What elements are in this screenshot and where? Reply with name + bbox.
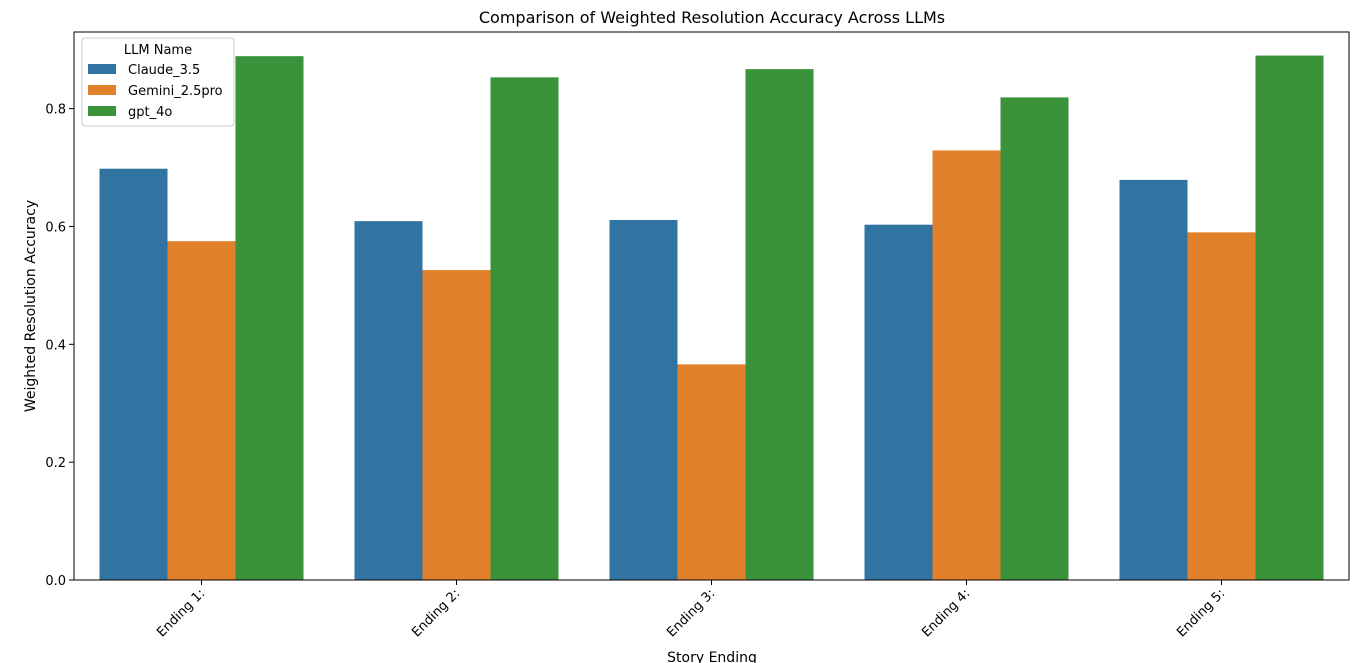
bar-Gemini_2.5pro-4 — [932, 150, 1001, 580]
x-tick-label: Ending 2: — [409, 586, 463, 640]
x-tick-label: Ending 3: — [664, 586, 718, 640]
bar-gpt_4o-1 — [235, 56, 304, 581]
legend-box — [81, 37, 235, 127]
bar-Gemini_2.5pro-1 — [167, 241, 236, 580]
y-tick-label: 0.6 — [45, 220, 66, 235]
x-tick-label: Ending 1: — [154, 586, 208, 640]
legend-swatch-Gemini_2.5pro — [88, 85, 116, 95]
bar-Claude_3.5-3 — [609, 219, 678, 580]
bar-gpt_4o-5 — [1255, 55, 1324, 581]
legend-title: LLM Name — [124, 43, 192, 58]
y-tick-label: 0.0 — [45, 574, 66, 589]
x-tick-label: Ending 5: — [1174, 586, 1228, 640]
legend-label-Claude_3.5: Claude_3.5 — [128, 63, 200, 78]
y-tick-label: 0.2 — [45, 456, 66, 471]
bar-Claude_3.5-1 — [99, 168, 168, 580]
y-axis-label: Weighted Resolution Accuracy — [23, 200, 39, 412]
legend-swatch-Claude_3.5 — [88, 64, 116, 74]
legend-label-gpt_4o: gpt_4o — [128, 105, 172, 120]
bar-Claude_3.5-2 — [354, 221, 423, 581]
bars-group — [99, 55, 1324, 581]
bar-Claude_3.5-4 — [864, 224, 933, 580]
y-axis-ticks: 0.0 0.2 0.4 0.6 0.8 — [45, 103, 74, 589]
x-tick-label: Ending 4: — [919, 586, 973, 640]
bar-gpt_4o-4 — [1000, 97, 1069, 581]
bar-Gemini_2.5pro-2 — [422, 270, 491, 580]
bar-gpt_4o-2 — [490, 77, 559, 580]
plot-frame — [73, 31, 1350, 581]
legend: LLM Name Claude_3.5 Gemini_2.5pro gpt_4o — [81, 37, 235, 127]
y-tick-label: 0.4 — [45, 338, 66, 353]
bar-Gemini_2.5pro-3 — [677, 364, 746, 580]
x-axis-label: Story Ending — [667, 650, 757, 663]
x-axis-ticks: Ending 1: Ending 2: Ending 3: Ending 4: Endi… — [154, 580, 1228, 640]
y-tick-label: 0.8 — [45, 103, 66, 118]
legend-label-Gemini_2.5pro: Gemini_2.5pro — [128, 84, 223, 99]
chart-title: Comparison of Weighted Resolution Accura… — [479, 8, 945, 27]
bar-gpt_4o-3 — [745, 69, 814, 580]
bar-Claude_3.5-5 — [1119, 179, 1188, 581]
bar-Gemini_2.5pro-5 — [1187, 232, 1256, 580]
legend-swatch-gpt_4o — [88, 106, 116, 116]
